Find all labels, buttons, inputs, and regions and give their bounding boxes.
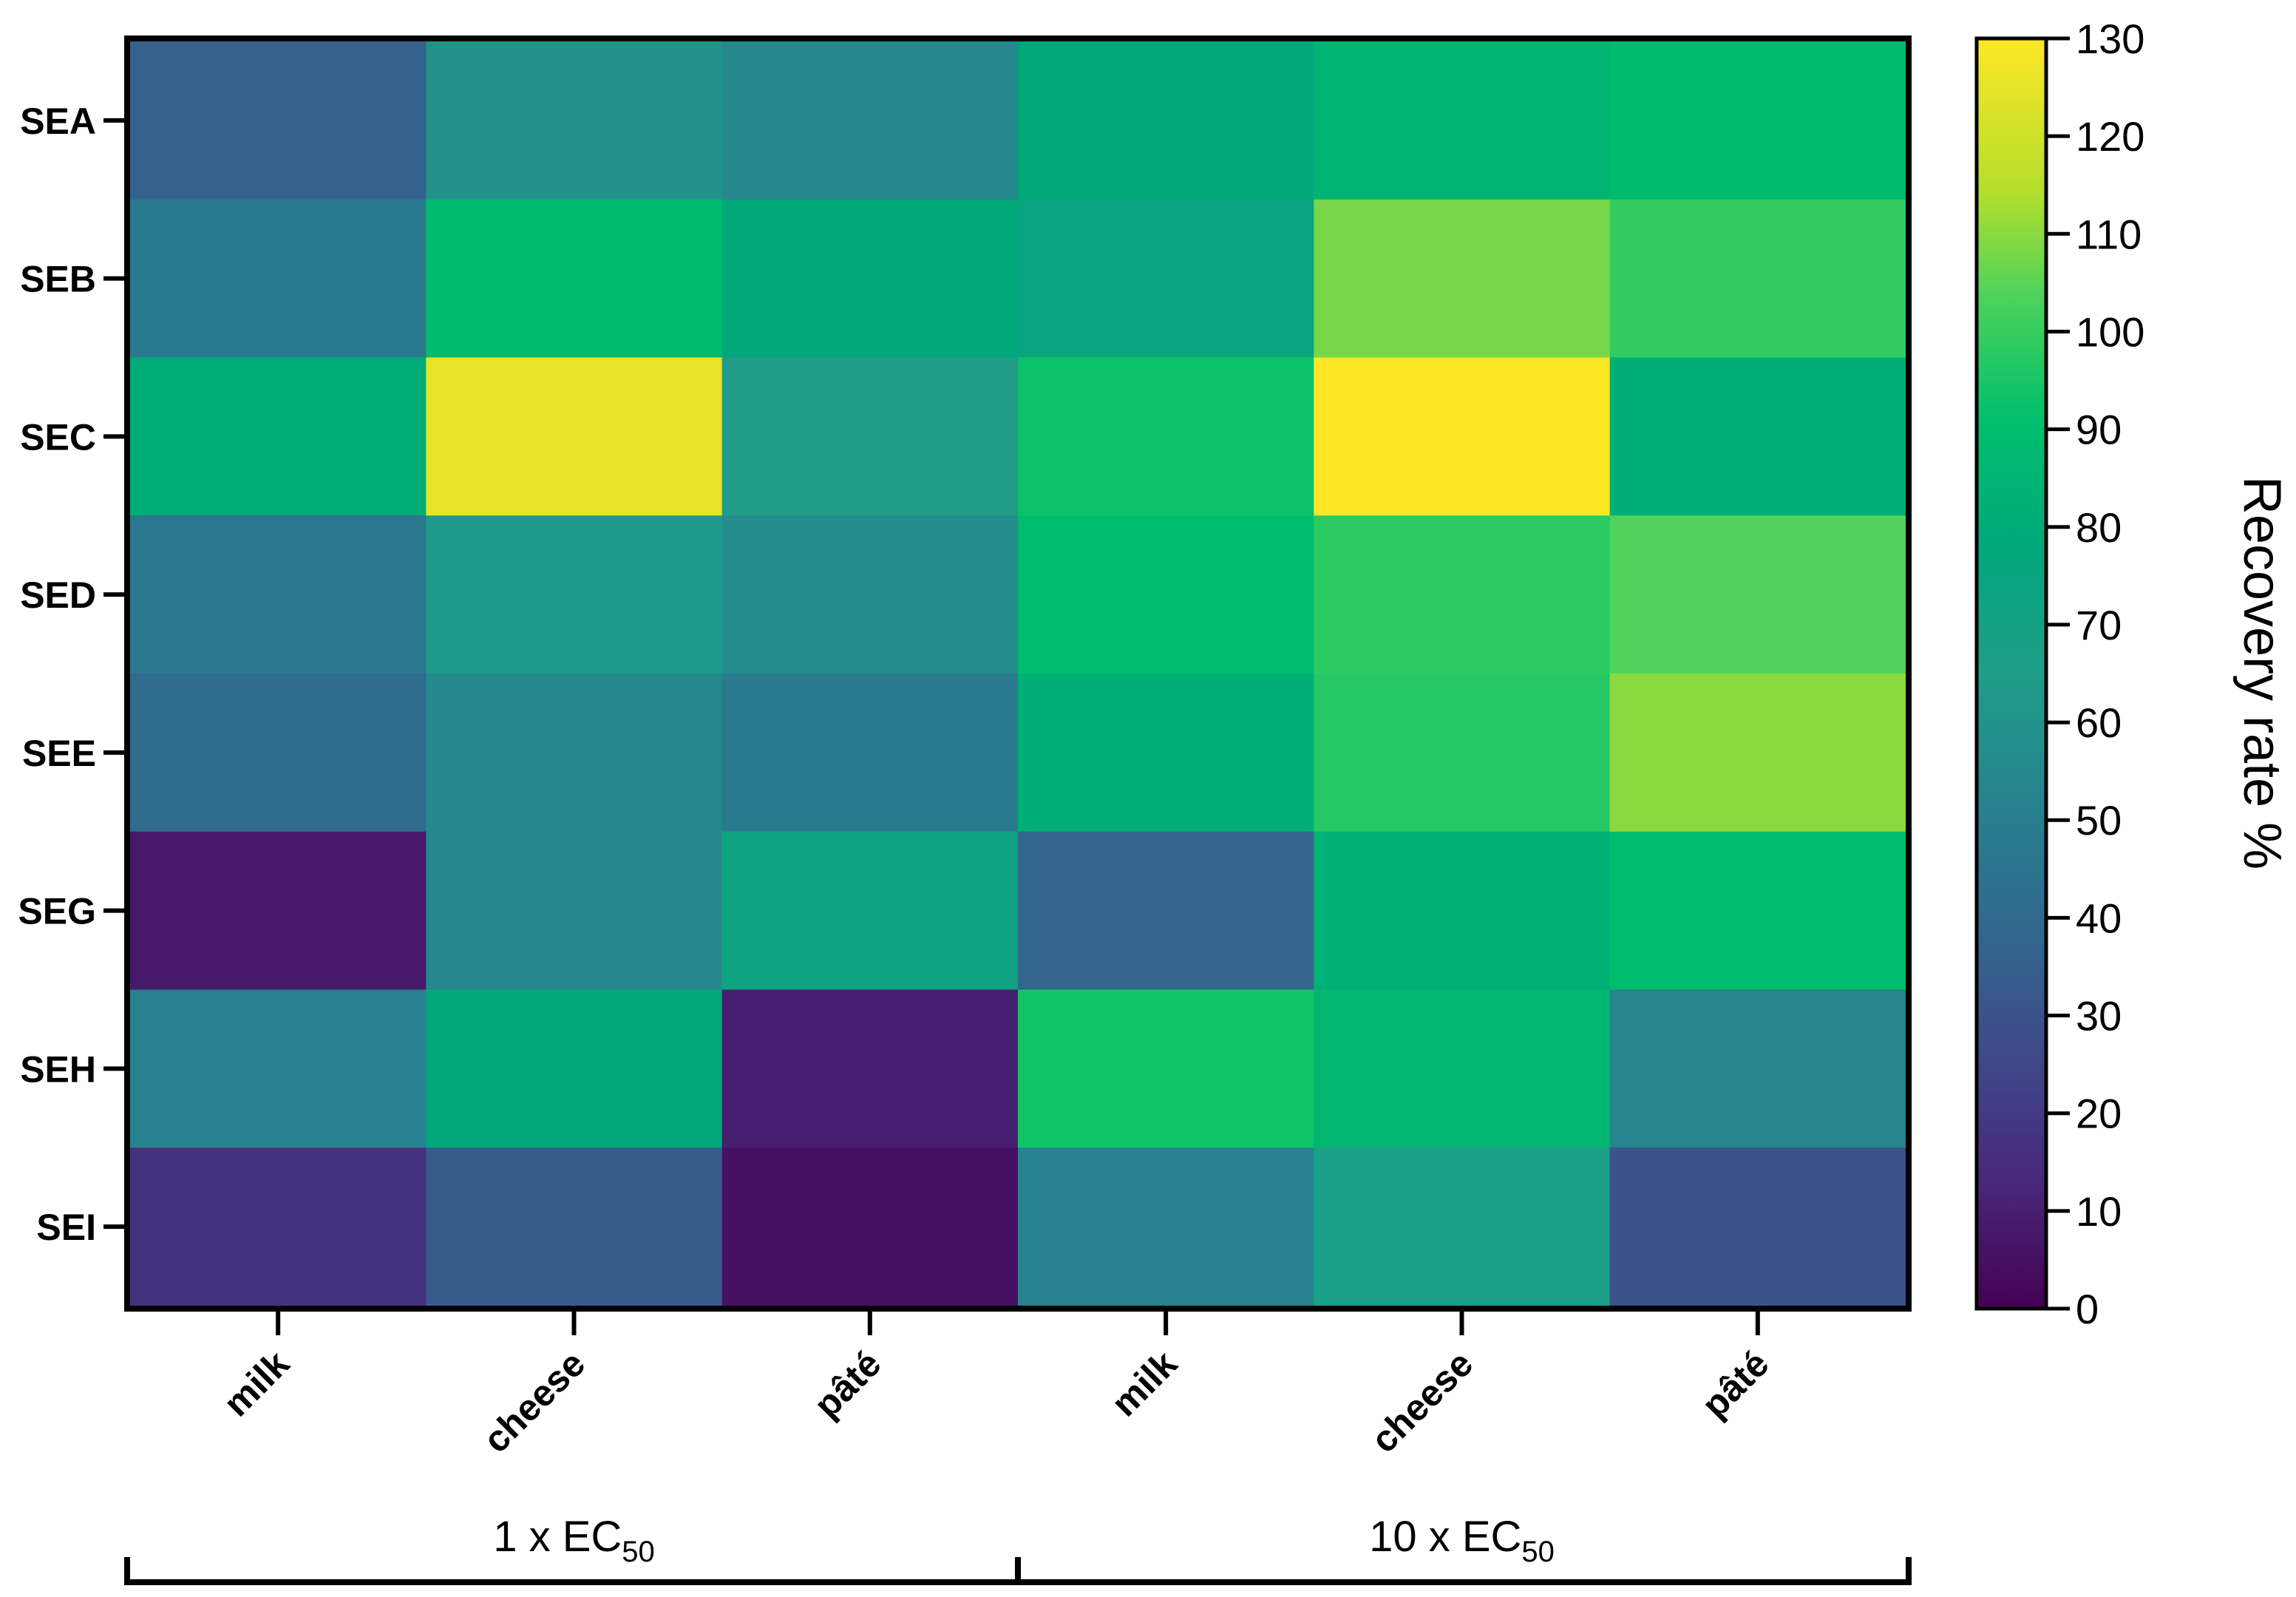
heatmap-cell: [721, 515, 1019, 674]
x-axis: milk cheese pâté milk cheese pâté: [216, 1309, 1777, 1461]
heatmap-cell: [426, 515, 723, 674]
x-tick-label: milk: [1104, 1343, 1185, 1424]
heatmap-cell: [426, 674, 723, 833]
heatmap-cell: [130, 199, 427, 359]
heatmap-cell: [130, 674, 427, 833]
heatmap-cell: [130, 357, 427, 516]
heatmap-cell: [130, 989, 427, 1148]
group-label: 10 x EC50: [1369, 1513, 1555, 1568]
heatmap-cell: [1609, 674, 1906, 833]
x-tick-label: milk: [216, 1343, 297, 1424]
heatmap-cell: [721, 831, 1019, 991]
group-label-subscript: 50: [1521, 1536, 1555, 1568]
x-tick-label: cheese: [475, 1343, 594, 1461]
y-tick-label: SEG: [18, 891, 96, 932]
heatmap-cell: [1314, 674, 1611, 833]
y-tick-label: SEA: [20, 101, 96, 142]
colorbar: 0 10 20 30 40 50 60 70 80 90 100 110 120 130 Recovery…: [1974, 16, 2292, 1332]
y-tick-label: SEH: [20, 1048, 96, 1090]
heatmap-cell: [1314, 357, 1611, 516]
heatmap-cell: [1314, 41, 1611, 200]
heatmap-cells: [130, 41, 1906, 1306]
colorbar-tick-label: 10: [2076, 1188, 2122, 1235]
heatmap-cell: [1314, 989, 1611, 1148]
heatmap-cell: [426, 989, 723, 1148]
colorbar-tick-label: 120: [2076, 113, 2144, 160]
colorbar-tick-label: 0: [2076, 1286, 2099, 1332]
heatmap-cell: [1609, 1147, 1906, 1306]
group-label: 1 x EC50: [493, 1513, 655, 1568]
colorbar-tick-label: 130: [2076, 16, 2144, 62]
colorbar-tick-label: 80: [2076, 504, 2122, 551]
colorbar-ticks: 0 10 20 30 40 50 60 70 80 90 100 110 120 130: [2046, 16, 2144, 1332]
heatmap-cell: [1314, 1147, 1611, 1306]
heatmap-cell: [1609, 515, 1906, 674]
group-brackets: 1 x EC50 10 x EC50: [124, 1513, 1912, 1585]
colorbar-tick-label: 70: [2076, 602, 2122, 648]
heatmap-cell: [1314, 831, 1611, 991]
heatmap-cell: [130, 515, 427, 674]
heatmap-cell: [1018, 41, 1314, 200]
heatmap-cell: [426, 41, 723, 200]
heatmap-cell: [1018, 199, 1314, 359]
plot-frame: [124, 35, 1912, 1312]
y-tick-label: SEC: [20, 416, 96, 458]
heatmap-cell: [1018, 674, 1314, 833]
heatmap-cell: [721, 41, 1019, 200]
heatmap-cell: [721, 199, 1019, 359]
heatmap-cell: [426, 1147, 723, 1306]
heatmap-cell: [1018, 1147, 1314, 1306]
y-tick-label: SEI: [36, 1207, 96, 1248]
colorbar-tick-label: 100: [2076, 308, 2144, 355]
heatmap-cell: [426, 199, 723, 359]
colorbar-tick-label: 110: [2076, 211, 2142, 257]
x-tick-label: pâté: [1694, 1343, 1776, 1425]
colorbar-tick-label: 90: [2076, 407, 2122, 453]
heatmap-cell: [1609, 831, 1906, 991]
heatmap-cell: [1609, 989, 1906, 1148]
heatmap-cell: [1314, 199, 1611, 359]
colorbar-title: Recovery rate %: [2232, 476, 2292, 869]
heatmap-cell: [426, 831, 723, 991]
heatmap-cell: [426, 357, 723, 516]
y-tick-label: SEE: [22, 733, 96, 774]
heatmap-cell: [721, 989, 1019, 1148]
heatmap-cell: [721, 357, 1019, 516]
y-tick-label: SED: [20, 574, 96, 616]
heatmap-cell: [130, 831, 427, 991]
heatmap-cell: [1018, 515, 1314, 674]
x-tick-label: cheese: [1363, 1343, 1481, 1461]
colorbar-gradient: [1974, 36, 2048, 1311]
heatmap-cell: [130, 1147, 427, 1306]
colorbar-tick-label: 40: [2076, 895, 2122, 941]
colorbar-tick-label: 30: [2076, 993, 2122, 1040]
colorbar-tick-label: 20: [2076, 1091, 2122, 1137]
y-axis: SEA SEB SEC SED SEE SEG SEH SEI: [18, 101, 127, 1248]
heatmap-cell: [1609, 199, 1906, 359]
heatmap-cell: [1018, 989, 1314, 1148]
group-label-subscript: 50: [622, 1536, 655, 1568]
colorbar-tick-label: 50: [2076, 797, 2122, 844]
heatmap-cell: [721, 674, 1019, 833]
heatmap-cell: [1018, 831, 1314, 991]
colorbar-tick-label: 60: [2076, 699, 2122, 746]
x-tick-label: pâté: [806, 1343, 889, 1425]
heatmap-cell: [1018, 357, 1314, 516]
heatmap-cell: [721, 1147, 1019, 1306]
heatmap-cell: [1609, 41, 1906, 200]
heatmap-cell: [1609, 357, 1906, 516]
heatmap-cell: [1314, 515, 1611, 674]
y-tick-label: SEB: [20, 259, 96, 300]
heatmap-cell: [130, 41, 427, 200]
